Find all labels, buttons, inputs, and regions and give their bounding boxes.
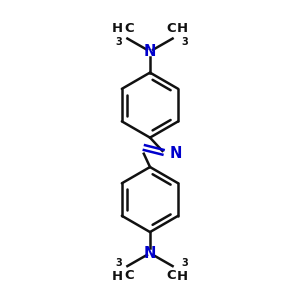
- Text: C: C: [124, 269, 134, 282]
- Text: 3: 3: [116, 37, 122, 47]
- Text: C: C: [124, 22, 134, 35]
- Text: 3: 3: [181, 258, 188, 268]
- Text: C: C: [166, 269, 176, 282]
- Text: H: H: [177, 22, 188, 35]
- Text: H: H: [177, 270, 188, 283]
- Text: 3: 3: [181, 37, 188, 47]
- Text: N: N: [169, 146, 182, 161]
- Text: H: H: [111, 270, 122, 283]
- Text: C: C: [166, 22, 176, 35]
- Text: N: N: [144, 246, 156, 261]
- Text: H: H: [111, 22, 122, 35]
- Text: 3: 3: [116, 258, 122, 268]
- Text: N: N: [144, 44, 156, 59]
